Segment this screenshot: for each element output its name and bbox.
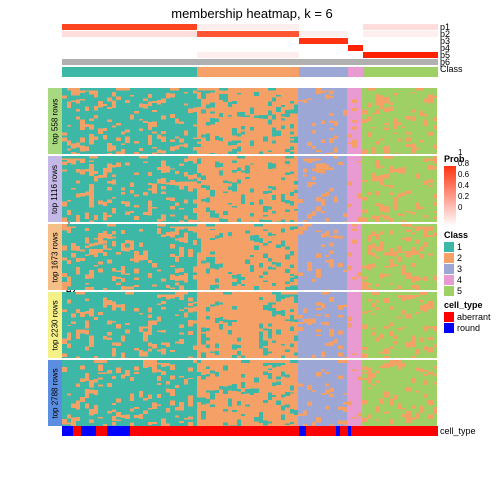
panel: top 558 rows <box>48 88 438 154</box>
panel: top 1673 rows <box>48 224 438 290</box>
legend: Prob 10.80.60.40.20 Class 12345 cell_typ… <box>444 150 500 334</box>
track-p2 <box>62 31 438 37</box>
cell-type-label: cell_type <box>440 426 476 436</box>
legend-celltype-items: aberrantround <box>444 312 500 333</box>
legend-prob-title: Prob <box>444 154 500 164</box>
annotation-tracks <box>62 24 438 65</box>
legend-celltype-title: cell_type <box>444 300 500 310</box>
track-labels: p1p2p3p4p5p6Class <box>440 24 463 73</box>
track-p5 <box>62 52 438 58</box>
legend-class-title: Class <box>444 230 500 240</box>
panel: top 2230 rows <box>48 292 438 358</box>
class-track <box>62 67 438 77</box>
colorbar <box>444 166 456 226</box>
track-p1 <box>62 24 438 30</box>
cell-type-track <box>62 426 438 436</box>
heatmap-main: top 558 rowstop 1116 rowstop 1673 rowsto… <box>48 88 438 426</box>
panel: top 1116 rows <box>48 156 438 222</box>
chart-title: membership heatmap, k = 6 <box>0 6 504 21</box>
track-p4 <box>62 45 438 51</box>
track-p6 <box>62 59 438 65</box>
track-p3 <box>62 38 438 44</box>
panel: top 2788 rows <box>48 360 438 426</box>
legend-class-items: 12345 <box>444 242 500 296</box>
colorbar-ticks: 10.80.60.40.20 <box>458 148 469 212</box>
